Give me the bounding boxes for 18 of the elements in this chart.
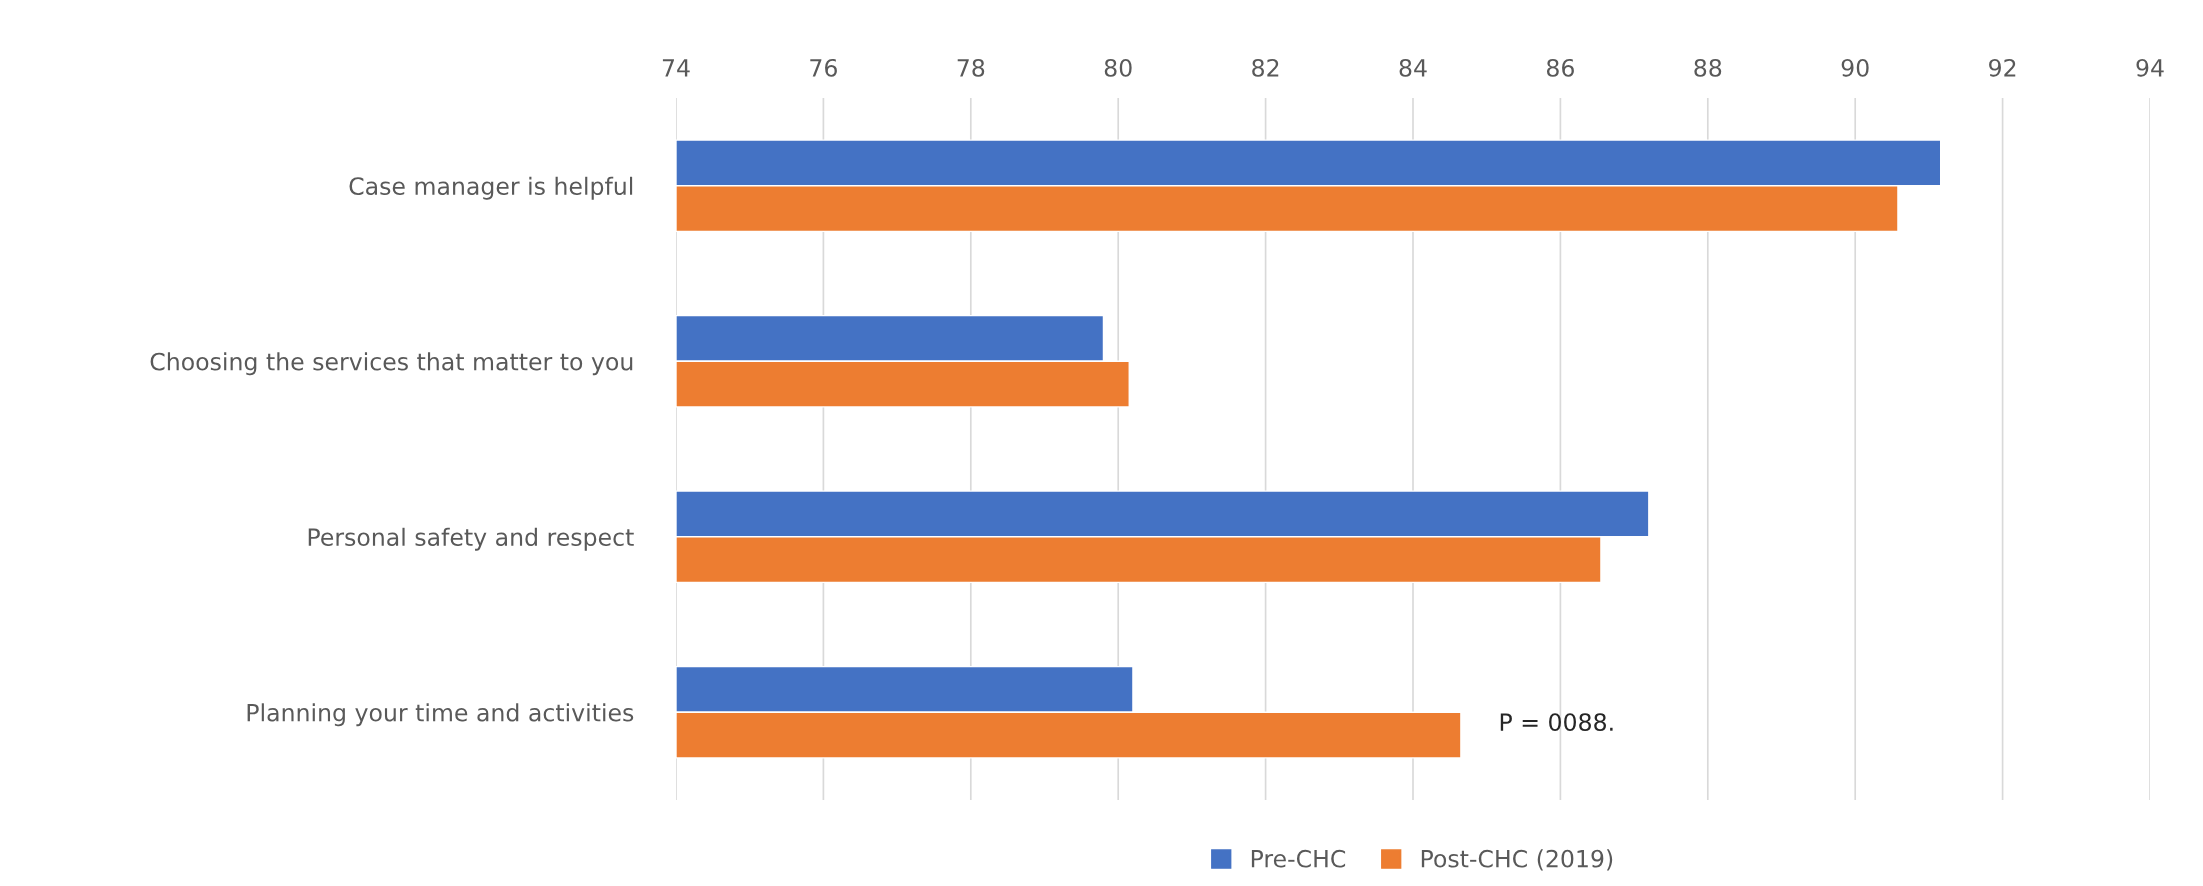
x-tick-label: 94	[2136, 58, 2164, 77]
y-tick-label: Personal safety and respect	[308, 527, 634, 551]
x-tick-label: 90	[1841, 58, 1869, 77]
x-tick-label: 78	[957, 58, 985, 77]
y-tick-label: Case manager is helpful	[349, 176, 633, 200]
x-tick-label: 86	[1546, 58, 1574, 77]
x-tick-label: 92	[1989, 58, 2016, 77]
x-tick-label: 76	[810, 58, 837, 77]
legend-label: Pre-CHC	[1251, 849, 1346, 868]
x-tick-label: 84	[1399, 58, 1427, 77]
y-tick-label: Choosing the services that matter to you	[150, 352, 633, 376]
x-tick-label: 88	[1694, 58, 1722, 77]
y-tick-label: Planning your time and activities	[247, 703, 634, 727]
legend-label: Post-CHC (2019)	[1421, 849, 1613, 871]
x-tick-label: 74	[662, 59, 690, 77]
x-tick-label: 82	[1252, 58, 1279, 77]
x-tick-label: 80	[1104, 58, 1132, 77]
annotation: P = 0088.	[1500, 713, 1613, 732]
